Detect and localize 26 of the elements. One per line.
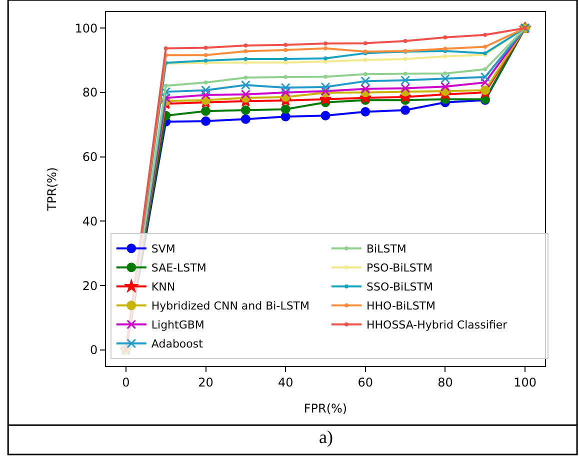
- y-tick-label: 60: [82, 150, 98, 164]
- x-tick-label: 40: [278, 375, 294, 390]
- x-tick-label: 0: [122, 375, 130, 390]
- legend-label: HHOSSA-Hybrid Classifier: [366, 318, 508, 332]
- legend-label: PSO-BiLSTM: [366, 262, 433, 275]
- text: a): [319, 427, 333, 447]
- x-axis-title: FPR(%): [304, 401, 348, 416]
- legend-label: Hybridized CNN and Bi-LSTM: [151, 300, 310, 313]
- y-tick-label: 80: [82, 86, 98, 100]
- x-tick-label: 100: [514, 375, 537, 390]
- y-tick-label: 100: [74, 21, 98, 36]
- legend-label: SAE-LSTM: [151, 262, 206, 275]
- legend-label: Adaboost: [151, 338, 204, 351]
- y-tick-label: 20: [82, 278, 98, 293]
- legend-label: SVM: [151, 242, 176, 256]
- legend-label: LightGBM: [151, 318, 204, 332]
- y-tick-label: 40: [82, 214, 98, 228]
- x-tick-label: 20: [198, 375, 214, 390]
- y-axis-title: TPR(%): [44, 167, 59, 212]
- x-tick-label: 60: [358, 375, 374, 390]
- legend-label: BiLSTM: [366, 242, 406, 256]
- legend-label: SSO-BiLSTM: [366, 280, 433, 294]
- legend-label: KNN: [151, 280, 176, 294]
- legend-label: HHO-BiLSTM: [366, 300, 436, 313]
- y-tick-label: 0: [90, 343, 98, 358]
- x-tick-label: 80: [438, 375, 453, 390]
